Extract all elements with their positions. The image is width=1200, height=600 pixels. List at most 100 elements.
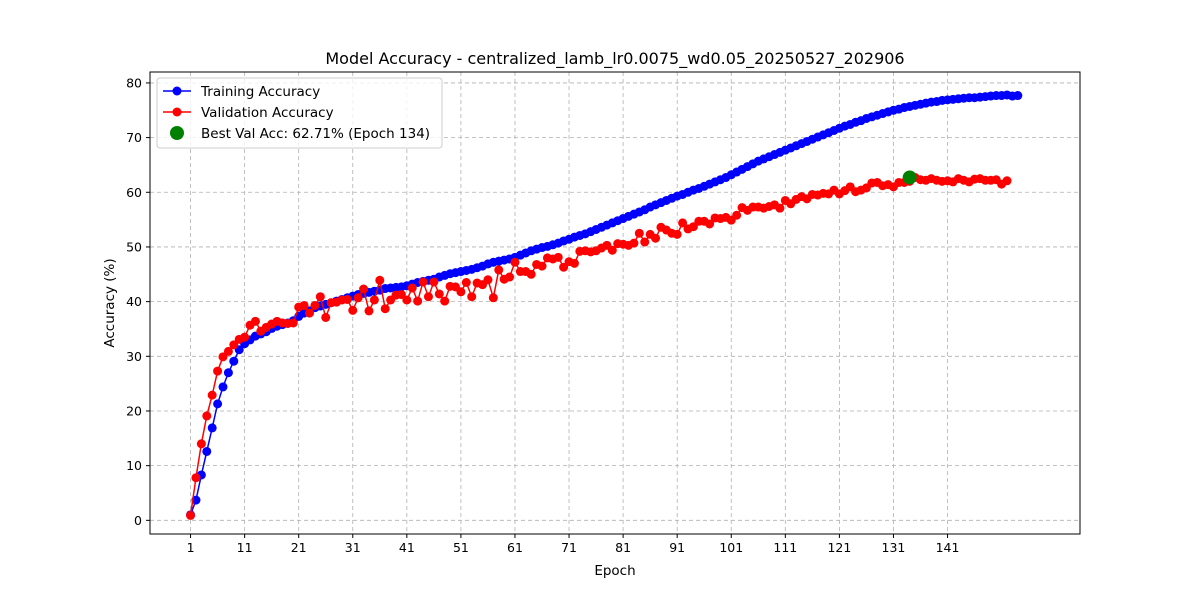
training-accuracy-point [1013,91,1023,101]
x-tick-label: 71 [561,540,577,555]
y-tick-label: 0 [134,513,142,528]
validation-accuracy-point [299,300,309,310]
validation-accuracy-point [380,304,390,314]
validation-accuracy-point [537,261,547,271]
validation-accuracy-point [375,275,385,285]
y-tick-label: 80 [126,75,142,90]
x-tick-label: 141 [936,540,960,555]
validation-accuracy-point [213,366,223,376]
x-tick-label: 1 [187,540,195,555]
legend-box [156,77,443,149]
validation-accuracy-point [229,340,239,350]
validation-accuracy-point [402,295,412,305]
validation-accuracy-point [467,292,477,302]
validation-accuracy-point [342,294,352,304]
series-layer [186,90,1023,520]
validation-accuracy-point [705,219,715,229]
validation-accuracy-point [488,293,498,303]
validation-accuracy-point [364,306,374,316]
validation-accuracy-point [288,318,298,328]
training-accuracy-point [213,399,223,409]
validation-accuracy-point [218,352,228,362]
validation-accuracy-point [250,316,260,326]
validation-accuracy-point [505,272,515,282]
validation-accuracy-point [348,305,358,315]
x-tick-label: 31 [345,540,361,555]
validation-accuracy-point [429,277,439,287]
legend-best-marker [170,126,184,140]
validation-accuracy-point [483,275,493,285]
legend-validation-label: Validation Accuracy [201,105,334,121]
training-accuracy-point [202,446,212,456]
x-tick-label: 131 [882,540,906,555]
x-tick-label: 21 [291,540,307,555]
training-accuracy-point [229,356,239,366]
x-tick-label: 11 [237,540,253,555]
validation-accuracy-point [526,269,536,279]
validation-accuracy-point [440,296,450,306]
best-val-accuracy-marker [902,170,917,185]
validation-accuracy-point [510,257,520,267]
x-tick-label: 41 [399,540,415,555]
validation-accuracy-point [494,265,504,275]
validation-accuracy-point [196,439,206,449]
validation-accuracy-point [413,296,423,306]
plot-area-frame [149,71,1081,535]
legend: Training Accuracy Validation Accuracy Be… [156,77,443,149]
validation-accuracy-point [353,293,363,303]
x-tick-label: 81 [615,540,631,555]
validation-accuracy-point [775,203,785,213]
validation-accuracy-point [553,252,563,262]
validation-accuracy-point [202,411,212,421]
y-tick-label: 50 [126,239,142,254]
validation-accuracy-point [369,295,379,305]
chart-title: Model Accuracy - centralized_lamb_lr0.00… [325,49,904,69]
x-tick-label: 101 [719,540,743,555]
validation-accuracy-point [186,510,196,520]
y-tick-label: 70 [126,130,142,145]
validation-accuracy-point [418,277,428,287]
validation-accuracy-point [434,289,444,299]
validation-accuracy-point [640,237,650,247]
y-tick-label: 60 [126,185,142,200]
validation-accuracy-point [423,292,433,302]
training-accuracy-point [218,382,228,392]
y-tick-label: 10 [126,458,142,473]
y-tick-label: 30 [126,349,142,364]
validation-accuracy-point [607,245,617,255]
x-tick-label: 111 [773,540,797,555]
validation-accuracy-point [678,218,688,228]
y-axis-label: Accuracy (%) [102,258,118,347]
validation-accuracy-point [315,292,325,302]
validation-accuracy-point [407,283,417,293]
validation-accuracy-point [321,312,331,322]
validation-accuracy-point [569,258,579,268]
training-accuracy-point [207,423,217,433]
validation-accuracy-point [629,238,639,248]
x-tick-label: 51 [453,540,469,555]
validation-accuracy-point [359,284,369,294]
validation-accuracy-point [207,390,217,400]
validation-accuracy-point [310,300,320,310]
legend-training-label: Training Accuracy [200,84,320,100]
validation-accuracy-point [634,228,644,238]
validation-accuracy-point [396,290,406,300]
validation-accuracy-point [305,308,315,318]
legend-best-label: Best Val Acc: 62.71% (Epoch 134) [201,126,430,142]
legend-validation-marker [172,107,182,117]
validation-accuracy-point [672,229,682,239]
x-tick-label: 91 [669,540,685,555]
validation-accuracy-point [651,233,661,243]
validation-accuracy-point [456,287,466,297]
x-tick-label: 121 [827,540,851,555]
validation-accuracy-point [1002,176,1012,186]
validation-accuracy-point [688,222,698,232]
validation-accuracy-point [240,332,250,342]
validation-accuracy-point [191,473,201,483]
training-accuracy-point [223,368,233,378]
validation-accuracy-point [461,278,471,287]
validation-accuracy-point [732,210,742,220]
y-tick-label: 40 [126,294,142,309]
x-axis-ticks: 1 11 21 31 41 51 61 71 81 91 101 111 121 131 141 [187,534,960,555]
